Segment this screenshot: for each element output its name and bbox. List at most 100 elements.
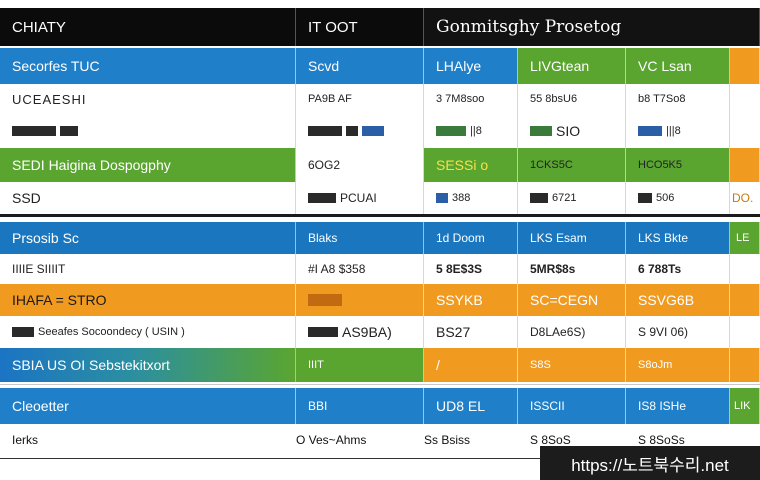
edge-cell [730, 348, 760, 382]
table-cell: LKS Esam [518, 222, 626, 254]
edge-cell [730, 254, 760, 284]
table-cell: |||8 [626, 114, 730, 148]
row-label: IIIIE SIIIIT [0, 254, 296, 284]
table-cell: Scvd [296, 48, 424, 84]
footer-cell: O Ves~Ahms [296, 433, 367, 447]
row-label: Cleoetter [0, 388, 296, 424]
drive-icon [60, 126, 78, 136]
watermark-link[interactable]: https://노트북수리.net [540, 446, 760, 480]
row-label: SEDI Haigina Dospogphy [0, 148, 296, 182]
table-cell: HCO5K5 [626, 148, 730, 182]
table-cell: ISSCII [518, 388, 626, 424]
table-cell: IS8 ISHe [626, 388, 730, 424]
table-cell: SESSi o [424, 148, 518, 182]
table-cell [296, 114, 424, 148]
table-cell: 55 8bsU6 [518, 84, 626, 114]
row-label: SBIA US OI Sebstekitxort [0, 348, 296, 382]
footer-cell: S 8SoS [530, 433, 571, 447]
table-cell: BBI [296, 388, 424, 424]
drive-icon [436, 126, 466, 136]
row-label [0, 114, 296, 148]
table-cell: S8oJm [626, 348, 730, 382]
table-cell: b8 T7So8 [626, 84, 730, 114]
table-cell: IIIT [296, 348, 424, 382]
table-row[interactable]: Seeafes Socoondecy ( USIN ) AS9BA) BS27 … [0, 316, 760, 348]
table-cell: SSYKB [424, 284, 518, 316]
drive-icon [362, 126, 384, 136]
table-row[interactable]: Cleoetter BBI UD8 EL ISSCII IS8 ISHe LIK [0, 388, 760, 424]
row-label-text: Seeafes Socoondecy ( USIN ) [38, 326, 185, 338]
table-row[interactable]: ||8 SIO |||8 [0, 114, 760, 148]
edge-cell [730, 148, 760, 182]
table-cell: 1CKS5C [518, 148, 626, 182]
drive-icon [530, 126, 552, 136]
footer-cell: Ss Bsiss [424, 433, 471, 447]
table-cell: 6OG2 [296, 148, 424, 182]
table-row[interactable]: Secorfes TUC Scvd LHAlye LIVGtean VC Lsa… [0, 48, 760, 84]
table-cell: D8LAe6S) [518, 316, 626, 348]
cell-text: 388 [452, 192, 471, 204]
table-cell: 388 [424, 182, 518, 214]
drive-icon [308, 294, 342, 306]
table-cell: VC Lsan [626, 48, 730, 84]
cell-text: ||8 [470, 125, 482, 137]
cell-text: |||8 [666, 125, 681, 137]
edge-cell [730, 114, 760, 148]
table-cell: 6721 [518, 182, 626, 214]
drive-icon [436, 193, 448, 203]
table-cell: LKS Bkte [626, 222, 730, 254]
row-label: SSD [0, 182, 296, 214]
drive-icon [346, 126, 358, 136]
edge-cell: LIK [730, 388, 760, 424]
table-row[interactable]: IIIIE SIIIIT #I A8 $358 5 8E$3S 5MR$8s 6… [0, 254, 760, 284]
drive-icon [638, 193, 652, 203]
table-header: CHIATY IT OOT Gonmitsghy Prosetog [0, 8, 760, 46]
edge-cell [730, 316, 760, 348]
table-row[interactable]: IHAFA = STRO SSYKB SC=CEGN SSVG6B [0, 284, 760, 316]
table-cell: Blaks [296, 222, 424, 254]
table-row[interactable]: SBIA US OI Sebstekitxort IIIT / S8S S8oJ… [0, 348, 760, 382]
edge-cell: DO. [730, 182, 760, 214]
table-cell: 5 8E$3S [424, 254, 518, 284]
edge-cell [730, 48, 760, 84]
table-cell: 1d Doom [424, 222, 518, 254]
table-row[interactable]: SSD PCUAI 388 6721 506 DO. [0, 182, 760, 214]
table-cell: #I A8 $358 [296, 254, 424, 284]
section-divider [0, 214, 760, 217]
table-cell: 3 7M8soo [424, 84, 518, 114]
cell-text: AS9BA) [342, 324, 392, 340]
row-label: Prsosib Sc [0, 222, 296, 254]
row-label: Seeafes Socoondecy ( USIN ) [0, 316, 296, 348]
cell-text: 506 [656, 192, 675, 204]
table-cell: SIO [518, 114, 626, 148]
row-label: IHAFA = STRO [0, 284, 296, 316]
table-row[interactable]: SEDI Haigina Dospogphy 6OG2 SESSi o 1CKS… [0, 148, 760, 182]
row-label: UCEAESHI [0, 84, 296, 114]
table-cell: AS9BA) [296, 316, 424, 348]
header-col-0: CHIATY [0, 8, 296, 46]
edge-cell [730, 84, 760, 114]
drive-icon [638, 126, 662, 136]
header-col-1: IT OOT [296, 8, 424, 46]
table-row[interactable]: UCEAESHI PA9B AF 3 7M8soo 55 8bsU6 b8 T7… [0, 84, 760, 114]
drive-icon [12, 327, 34, 337]
table-cell: 5MR$8s [518, 254, 626, 284]
cell-text: 6721 [552, 192, 577, 204]
drive-icon [308, 327, 338, 337]
table-cell: PA9B AF [296, 84, 424, 114]
table-cell: S8S [518, 348, 626, 382]
table-cell: LIVGtean [518, 48, 626, 84]
row-label: Secorfes TUC [0, 48, 296, 84]
drive-icon [308, 193, 336, 203]
table-cell: S 9VI 06) [626, 316, 730, 348]
table-cell: LHAlye [424, 48, 518, 84]
table-cell: SC=CEGN [518, 284, 626, 316]
table-cell: ||8 [424, 114, 518, 148]
table-cell: BS27 [424, 316, 518, 348]
drive-icon [530, 193, 548, 203]
table-cell: 6 788Ts [626, 254, 730, 284]
row-divider [0, 384, 760, 385]
footer-label: Ierks [12, 433, 39, 447]
table-row[interactable]: Prsosib Sc Blaks 1d Doom LKS Esam LKS Bk… [0, 222, 760, 254]
edge-cell: LE [730, 222, 760, 254]
